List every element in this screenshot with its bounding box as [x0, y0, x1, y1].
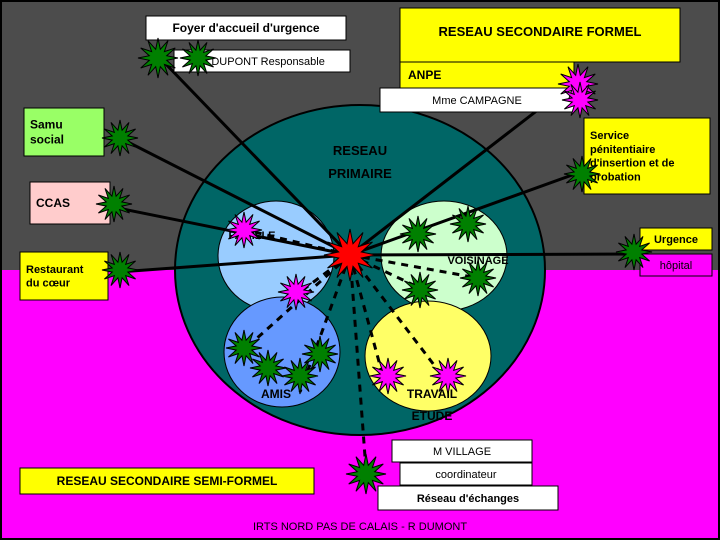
restaurant-box-label: du cœur: [26, 278, 71, 290]
echanges-box-label: Réseau d'échanges: [417, 493, 519, 505]
foyer-box-label: Foyer d'accueil d'urgence: [172, 21, 319, 35]
amis-label: AMIS: [261, 387, 291, 401]
ccas-box-label: CCAS: [36, 196, 70, 210]
restaurant-box: [20, 252, 108, 300]
footer-text: IRTS NORD PAS DE CALAIS - R DUMONT: [253, 521, 467, 533]
coord-box-label: coordinateur: [435, 469, 496, 481]
service-penit-box-label: pénitentiaire: [590, 144, 655, 156]
hopital-box-label: hôpital: [660, 260, 692, 272]
service-penit-box-label: Service: [590, 130, 629, 142]
urgence-box-label: Urgence: [654, 234, 698, 246]
samu-box-label: social: [30, 133, 64, 147]
anpe-box-label: ANPE: [408, 68, 441, 82]
reseau-label: RESEAU: [333, 143, 387, 158]
primaire-label: PRIMAIRE: [328, 166, 392, 181]
travail-label: TRAVAIL: [407, 387, 457, 401]
reseau-semi-box-label: RESEAU SECONDAIRE SEMI-FORMEL: [57, 474, 278, 488]
samu-box-label: Samu: [30, 118, 63, 132]
restaurant-box-label: Restaurant: [26, 264, 84, 276]
mdupont-box-label: M DUPONT Responsable: [199, 56, 325, 68]
etude-label: ETUDE: [412, 409, 453, 423]
campagne-box-label: Mme CAMPAGNE: [432, 95, 522, 107]
reseau-formel-box-label: RESEAU SECONDAIRE FORMEL: [439, 24, 642, 39]
service-penit-box-label: d'insertion et de: [590, 158, 675, 170]
mvillage-box-label: M VILLAGE: [433, 446, 491, 458]
